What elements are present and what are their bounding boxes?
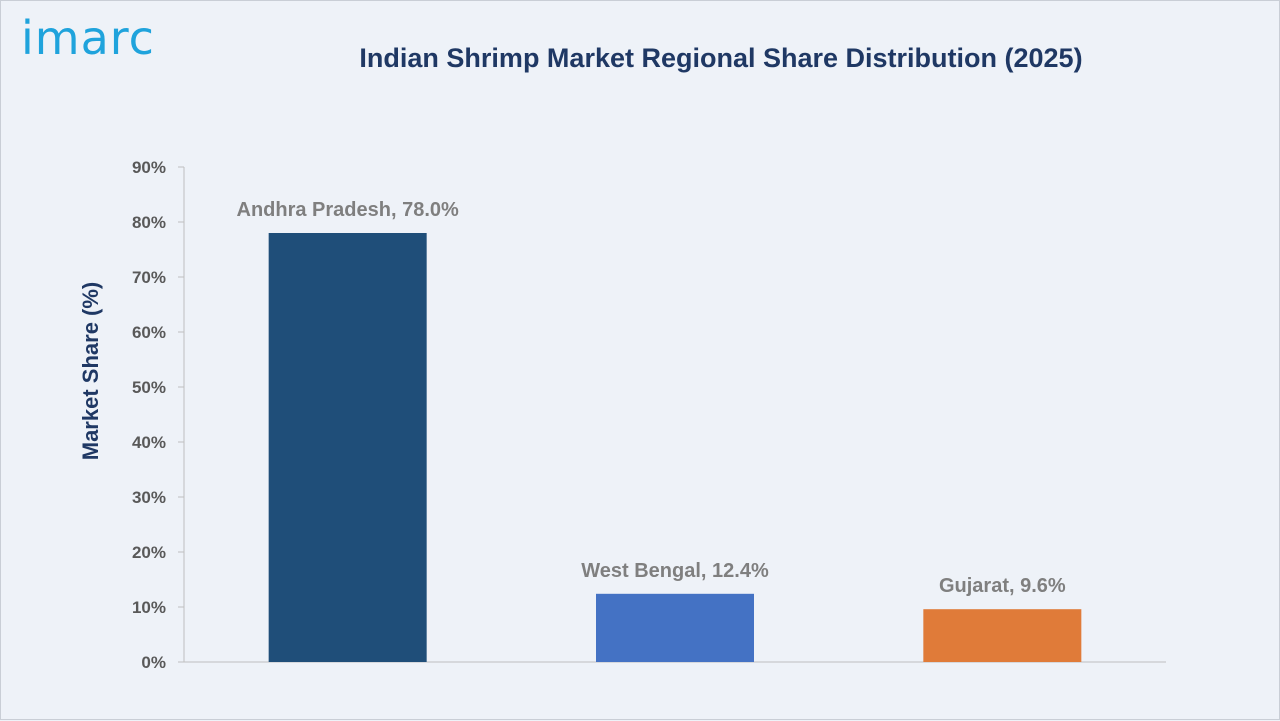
y-tick-label: 0%	[141, 653, 166, 672]
data-labels: Andhra Pradesh, 78.0% West Bengal, 12.4% G…	[237, 199, 1066, 597]
y-tick-label: 70%	[132, 268, 166, 287]
bar-west-bengal	[596, 593, 754, 662]
y-tick-label: 80%	[132, 213, 166, 232]
y-tick-label: 20%	[132, 543, 166, 562]
chart-title: Indian Shrimp Market Regional Share Dist…	[359, 43, 1083, 73]
y-tick-label: 30%	[132, 488, 166, 507]
data-label: Andhra Pradesh, 78.0%	[237, 199, 460, 221]
y-tick-label: 50%	[132, 378, 166, 397]
data-label: Gujarat, 9.6%	[939, 575, 1066, 597]
y-tick-label: 60%	[132, 323, 166, 342]
bars	[268, 233, 1082, 662]
y-axis-label: Market Share (%)	[78, 282, 103, 461]
bar-gujarat	[923, 609, 1082, 662]
y-tick-label: 90%	[132, 158, 166, 177]
data-label: West Bengal, 12.4%	[581, 560, 769, 582]
y-tick-label: 40%	[132, 433, 166, 452]
bar-andhra-pradesh	[268, 233, 427, 662]
imarc-logo: imarc	[21, 11, 155, 65]
y-axis-ticks: 0% 10% 20% 30% 40% 50% 60% 70% 80% 90%	[132, 158, 184, 672]
y-tick-label: 10%	[132, 598, 166, 617]
